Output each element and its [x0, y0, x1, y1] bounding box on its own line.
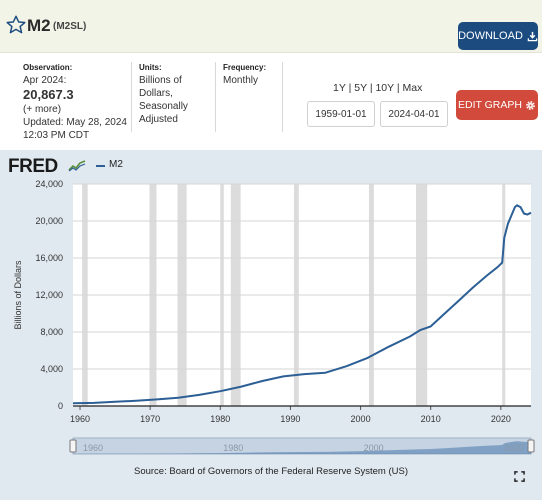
divider [131, 62, 132, 132]
x-tick-label: 2010 [421, 414, 441, 424]
more-link[interactable]: (+ more) [23, 104, 62, 115]
y-tick-label: 24,000 [35, 179, 63, 189]
legend-swatch [96, 165, 105, 167]
edit-graph-label: EDIT GRAPH [458, 99, 522, 111]
navigator-label: 1960 [83, 443, 103, 453]
y-axis-title: Billions of Dollars [13, 260, 23, 330]
y-tick-label: 0 [58, 401, 63, 411]
range-separator: | [396, 82, 400, 94]
series-line-m2 [72, 204, 532, 405]
observation-period: Apr 2024: [23, 75, 67, 86]
download-icon [527, 31, 538, 41]
end-date-input[interactable]: 2024-04-01 [380, 101, 448, 127]
range-separator: | [369, 82, 373, 94]
units-label: Units: [139, 63, 162, 72]
observation-value: 20,867.3 [23, 87, 74, 102]
navigator-handle-left[interactable] [69, 439, 77, 453]
x-tick-label: 1960 [70, 414, 90, 424]
range-max[interactable]: Max [402, 82, 423, 94]
x-tick-label: 2020 [491, 414, 511, 424]
edit-graph-button[interactable]: EDIT GRAPH [456, 90, 538, 120]
divider [215, 62, 216, 132]
updated-text: Updated: May 28, 2024 [23, 117, 127, 128]
download-label: DOWNLOAD [458, 30, 523, 42]
fred-logo: FRED [8, 156, 58, 177]
observation-block: Observation: Apr 2024: 20,867.3 (+ more)… [23, 62, 131, 142]
source-note: Source: Board of Governors of the Federa… [133, 466, 409, 477]
x-tick-label: 1970 [140, 414, 160, 424]
range-selector: 1Y | 5Y | 10Y | Max [333, 82, 422, 94]
frequency-value[interactable]: Monthly [223, 75, 259, 86]
range-5y[interactable]: 5Y [354, 82, 367, 94]
range-1y[interactable]: 1Y [333, 82, 346, 94]
frequency-block: Frequency: Monthly [223, 62, 283, 87]
fred-logo-chart-icon [68, 160, 86, 172]
navigator-label: 1980 [223, 443, 243, 453]
fullscreen-icon[interactable] [514, 471, 525, 482]
observation-label: Observation: [23, 63, 73, 72]
download-button[interactable]: DOWNLOAD [458, 22, 538, 50]
navigator-series [73, 441, 531, 454]
start-date-input[interactable]: 1959-01-01 [307, 101, 375, 127]
series-id: (M2SL) [53, 21, 87, 32]
updated-time: 12:03 PM CDT [23, 130, 90, 141]
x-tick-label: 2000 [351, 414, 371, 424]
range-10y[interactable]: 10Y [375, 82, 394, 94]
title-bar: M2 (M2SL) DOWNLOAD [0, 0, 542, 53]
x-tick-label: 1980 [210, 414, 230, 424]
units-block: Units: Billions of Dollars, Seasonally A… [139, 62, 209, 126]
units-value: Billions of Dollars, Seasonally Adjusted [139, 75, 188, 125]
y-tick-label: 8,000 [40, 327, 63, 337]
y-tick-label: 20,000 [35, 216, 63, 226]
legend-label: M2 [109, 159, 123, 170]
navigator-label: 2000 [364, 443, 384, 453]
m2-line-chart: 0 4,000 8,000 12,000 16,000 20,000 24,000 1960 1… [13, 179, 535, 455]
series-title: M2 [27, 16, 51, 35]
range-separator: | [348, 82, 352, 94]
y-tick-label: 12,000 [35, 290, 63, 300]
frequency-label: Frequency: [223, 63, 267, 72]
y-tick-label: 16,000 [35, 253, 63, 263]
navigator-label: 2020 [504, 443, 524, 453]
x-tick-label: 1990 [280, 414, 300, 424]
gear-icon [526, 100, 535, 110]
navigator-handle-right[interactable] [527, 439, 535, 453]
divider [282, 62, 283, 132]
y-tick-label: 4,000 [40, 364, 63, 374]
star-icon[interactable] [5, 14, 27, 36]
